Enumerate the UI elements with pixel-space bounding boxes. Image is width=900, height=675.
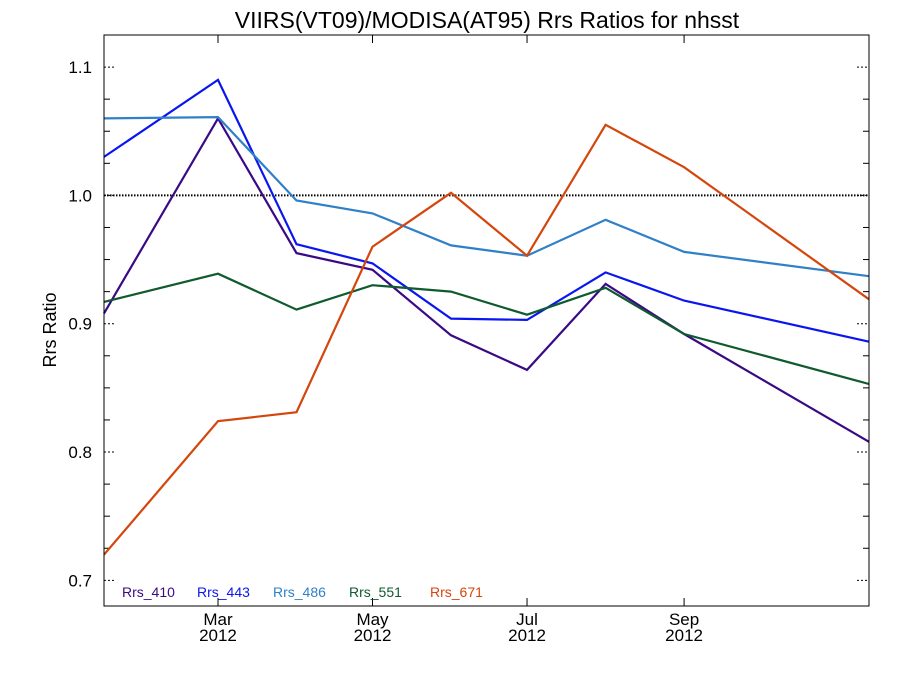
series-line-rrs-486 <box>103 115 870 278</box>
x-tick-year-label: 2012 <box>508 626 546 645</box>
legend-entry-rrs-443: Rrs_443 <box>197 584 250 600</box>
plot-frame <box>103 34 870 607</box>
x-tick-year-label: 2012 <box>199 626 237 645</box>
y-axis-label: Rrs Ratio <box>40 292 60 367</box>
y-ticks: 0.7 0.8 0.9 1.0 1.1 <box>68 58 869 590</box>
y-tick-label: 1.0 <box>68 186 92 205</box>
series-line-rrs-410 <box>103 116 870 443</box>
legend: Rrs_410 Rrs_443 Rrs_486 Rrs_551 Rrs_671 <box>122 584 483 600</box>
series-line-rrs-443 <box>103 78 870 343</box>
y-tick-label: 0.9 <box>68 315 92 334</box>
series-line-rrs-551 <box>103 272 870 386</box>
series-layer <box>103 78 870 556</box>
x-tick-year-label: 2012 <box>665 626 703 645</box>
y-tick-label: 1.1 <box>68 58 92 77</box>
legend-entry-rrs-671: Rrs_671 <box>430 584 483 600</box>
y-tick-label: 0.8 <box>68 443 92 462</box>
legend-entry-rrs-551: Rrs_551 <box>349 584 402 600</box>
x-tick-month-label: May <box>356 610 389 629</box>
legend-entry-rrs-410: Rrs_410 <box>122 584 175 600</box>
x-tick-month-label: Sep <box>669 610 699 629</box>
x-tick-month-label: Mar <box>203 610 233 629</box>
x-tick-year-label: 2012 <box>354 626 392 645</box>
chart-title: VIIRS(VT09)/MODISA(AT95) Rrs Ratios for … <box>235 7 740 33</box>
y-tick-label: 0.7 <box>68 571 92 590</box>
minor-ticks <box>104 34 869 549</box>
x-tick-month-label: Jul <box>516 610 538 629</box>
legend-entry-rrs-486: Rrs_486 <box>273 584 326 600</box>
series-line-rrs-671 <box>103 123 870 556</box>
